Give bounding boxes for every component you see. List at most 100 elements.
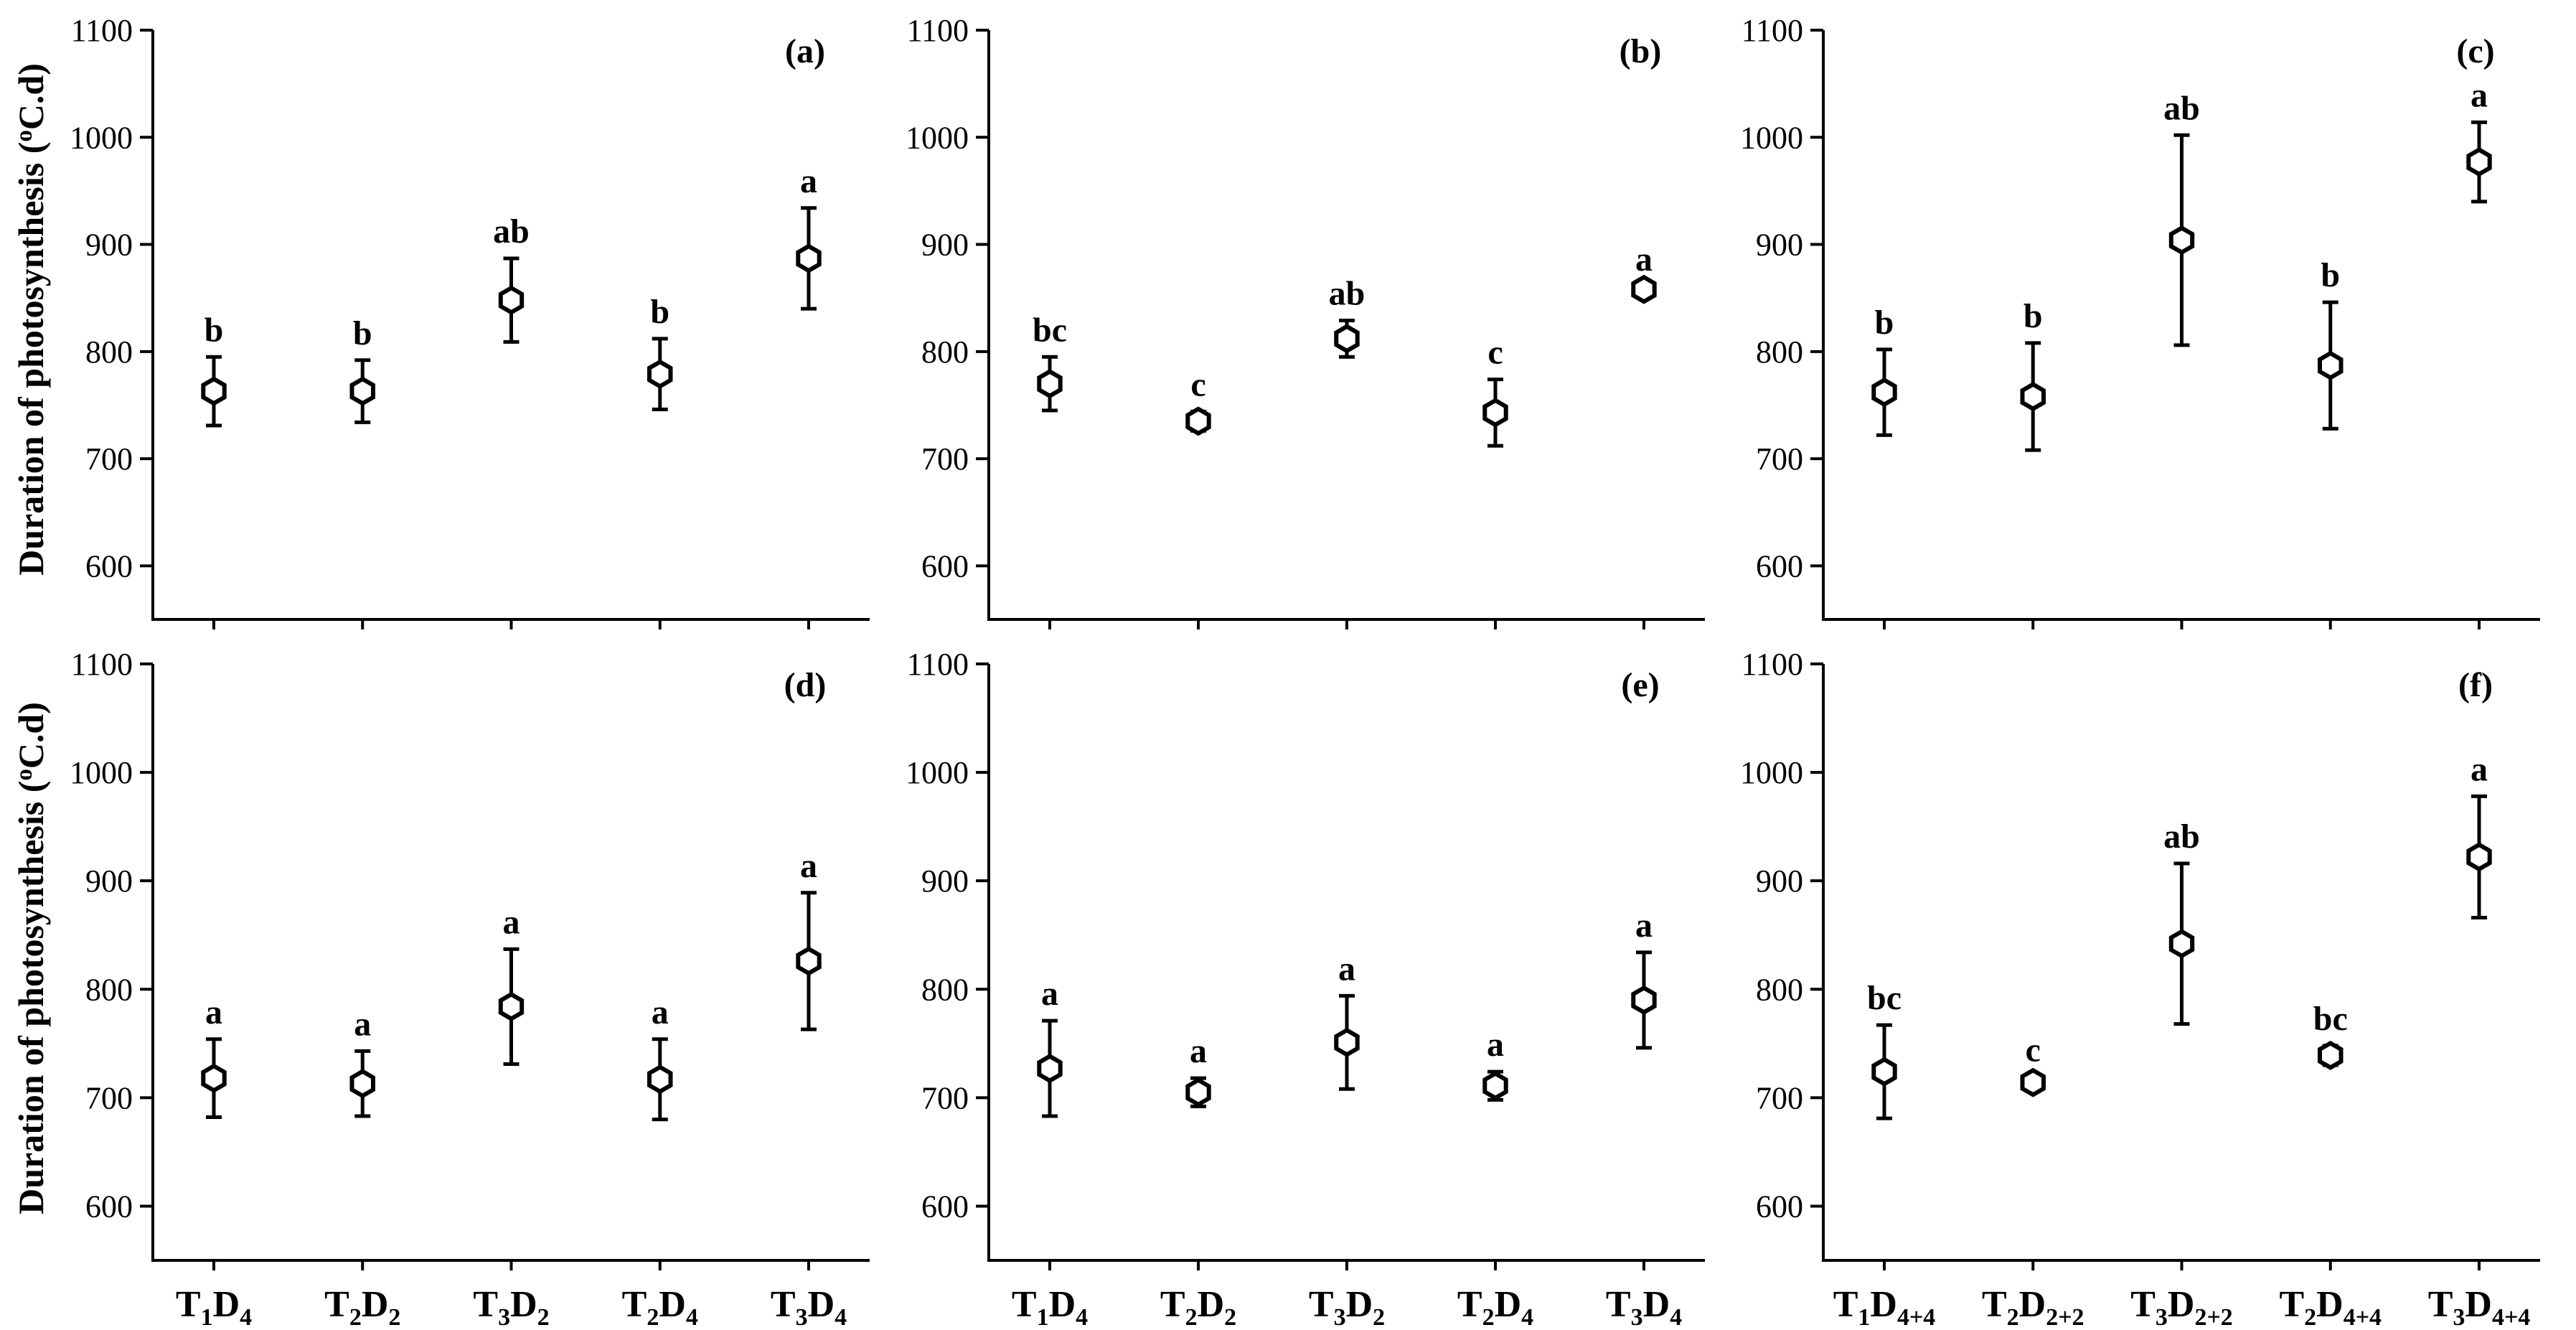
data-point (1871, 378, 1897, 407)
y-tick-label: 700 (1756, 441, 1803, 477)
ylabel-post: C.d) (11, 63, 51, 130)
ylabel-post: C.d) (11, 702, 51, 769)
x-tick-label: T2D4 (1457, 1284, 1533, 1330)
ylabel-sup: o (11, 769, 37, 781)
data-point (796, 946, 822, 976)
y-axis-title-top: Duration of photosynthesis (oC.d) (11, 63, 51, 576)
data-point (1037, 1054, 1063, 1084)
y-tick-label: 600 (921, 548, 969, 584)
data-point (1185, 406, 1211, 436)
significance-label: a (503, 903, 520, 941)
significance-label: a (800, 162, 817, 200)
y-tick-label: 900 (921, 228, 969, 263)
data-point (498, 285, 525, 315)
data-point (1482, 1071, 1508, 1101)
panel-label: (f) (2458, 666, 2493, 704)
panel-label: (a) (785, 32, 825, 70)
data-point (201, 376, 227, 406)
data-point (1334, 1027, 1360, 1057)
significance-label: b (650, 293, 669, 331)
significance-label: c (1190, 365, 1205, 403)
y-tick-label: 600 (85, 548, 133, 584)
data-point (349, 1069, 375, 1099)
data-point (1631, 985, 1657, 1015)
significance-label: a (652, 993, 669, 1031)
chart-panel: 600 700 800 900 1000 1100 (c) b b ab b a (1740, 13, 2540, 629)
y-tick-label: 900 (1756, 863, 1803, 899)
significance-label: ab (2163, 818, 2200, 856)
data-point (1482, 398, 1508, 428)
x-tick-label: T3D2 (1309, 1284, 1385, 1330)
y-axis-title-bottom: Duration of photosynthesis (oC.d) (11, 702, 51, 1214)
x-tick-label: T3D2 (473, 1284, 549, 1330)
data-point (1871, 1057, 1897, 1087)
chart-panel: 600 700 800 900 1000 1100 (e) a T1D4 a T2D2 a T3D2 a T… (906, 647, 1705, 1330)
y-tick-label: 800 (1756, 972, 1803, 1007)
data-point (2318, 350, 2344, 380)
significance-label: a (1190, 1032, 1207, 1070)
significance-label: b (353, 314, 372, 352)
y-tick-label: 600 (1756, 548, 1803, 584)
y-tick-label: 700 (921, 1080, 969, 1115)
chart-panel: 600 700 800 900 1000 1100 (b) bc c ab c a (906, 13, 1705, 629)
data-point (498, 991, 525, 1021)
significance-label: a (2471, 76, 2488, 114)
y-tick-label: 1100 (907, 647, 969, 682)
chart-panel: 600 700 800 900 1000 1100 (a) b b ab b a (70, 13, 870, 629)
svg-text:Duration of photosynthesis (oC: Duration of photosynthesis (oC.d) (11, 702, 51, 1214)
data-point (647, 359, 673, 389)
y-tick-label: 1100 (907, 13, 969, 48)
y-tick-label: 1100 (71, 647, 133, 682)
panel-label: (b) (1620, 32, 1662, 70)
significance-label: a (1487, 1026, 1504, 1064)
significance-label: a (1041, 975, 1058, 1013)
x-tick-label: T2D4+4 (2279, 1284, 2382, 1330)
y-tick-label: 1000 (1740, 120, 1803, 155)
data-point (2168, 225, 2195, 256)
chart-panel: 60070080090010001100(f)bcT1D4+4cT2D2+2ab… (1740, 647, 2540, 1330)
y-tick-label: 600 (85, 1189, 133, 1224)
x-tick-label: T3D2+2 (2130, 1284, 2233, 1330)
data-point (1334, 324, 1360, 354)
x-tick-label: T2D4 (622, 1284, 698, 1330)
y-tick-label: 700 (85, 441, 133, 477)
data-point (2318, 1040, 2344, 1070)
significance-label: ab (2163, 89, 2200, 127)
x-tick-label: T3D4 (1606, 1284, 1682, 1330)
significance-label: c (2026, 1031, 2041, 1069)
data-point (647, 1064, 673, 1095)
y-tick-label: 1100 (71, 13, 133, 48)
significance-label: a (800, 847, 817, 885)
y-tick-label: 800 (85, 972, 133, 1007)
significance-label: ab (493, 212, 530, 250)
x-tick-label: T2D2 (324, 1284, 400, 1330)
y-tick-label: 800 (921, 972, 969, 1007)
significance-label: a (354, 1005, 371, 1043)
panel-label: (d) (784, 666, 827, 704)
x-tick-label: T3D4 (771, 1284, 847, 1330)
data-point (349, 376, 375, 406)
x-tick-label: T1D4+4 (1833, 1284, 1936, 1330)
y-tick-label: 1000 (70, 755, 133, 790)
panel-label: (e) (1621, 666, 1659, 704)
significance-label: b (2023, 297, 2043, 335)
significance-label: a (205, 993, 222, 1031)
chart-panel: 600 700 800 900 1000 1100 (d) a T1D4 a T2D2 a T3D2 a T… (70, 647, 870, 1330)
ylabel-sup: o (11, 130, 37, 142)
y-tick-label: 900 (1756, 228, 1803, 263)
y-tick-label: 700 (921, 441, 969, 477)
x-tick-label: T1D4 (176, 1284, 252, 1330)
y-tick-label: 800 (921, 334, 969, 370)
significance-label: bc (1867, 979, 1902, 1017)
x-tick-label: T3D4+4 (2428, 1284, 2531, 1330)
data-point (2466, 842, 2492, 872)
significance-label: b (205, 311, 224, 349)
data-point (1631, 274, 1657, 304)
y-tick-label: 800 (85, 334, 133, 370)
y-tick-label: 800 (1756, 334, 1803, 370)
x-tick-label: T2D2+2 (1982, 1284, 2084, 1330)
y-tick-label: 900 (921, 863, 969, 899)
data-point (796, 243, 822, 273)
